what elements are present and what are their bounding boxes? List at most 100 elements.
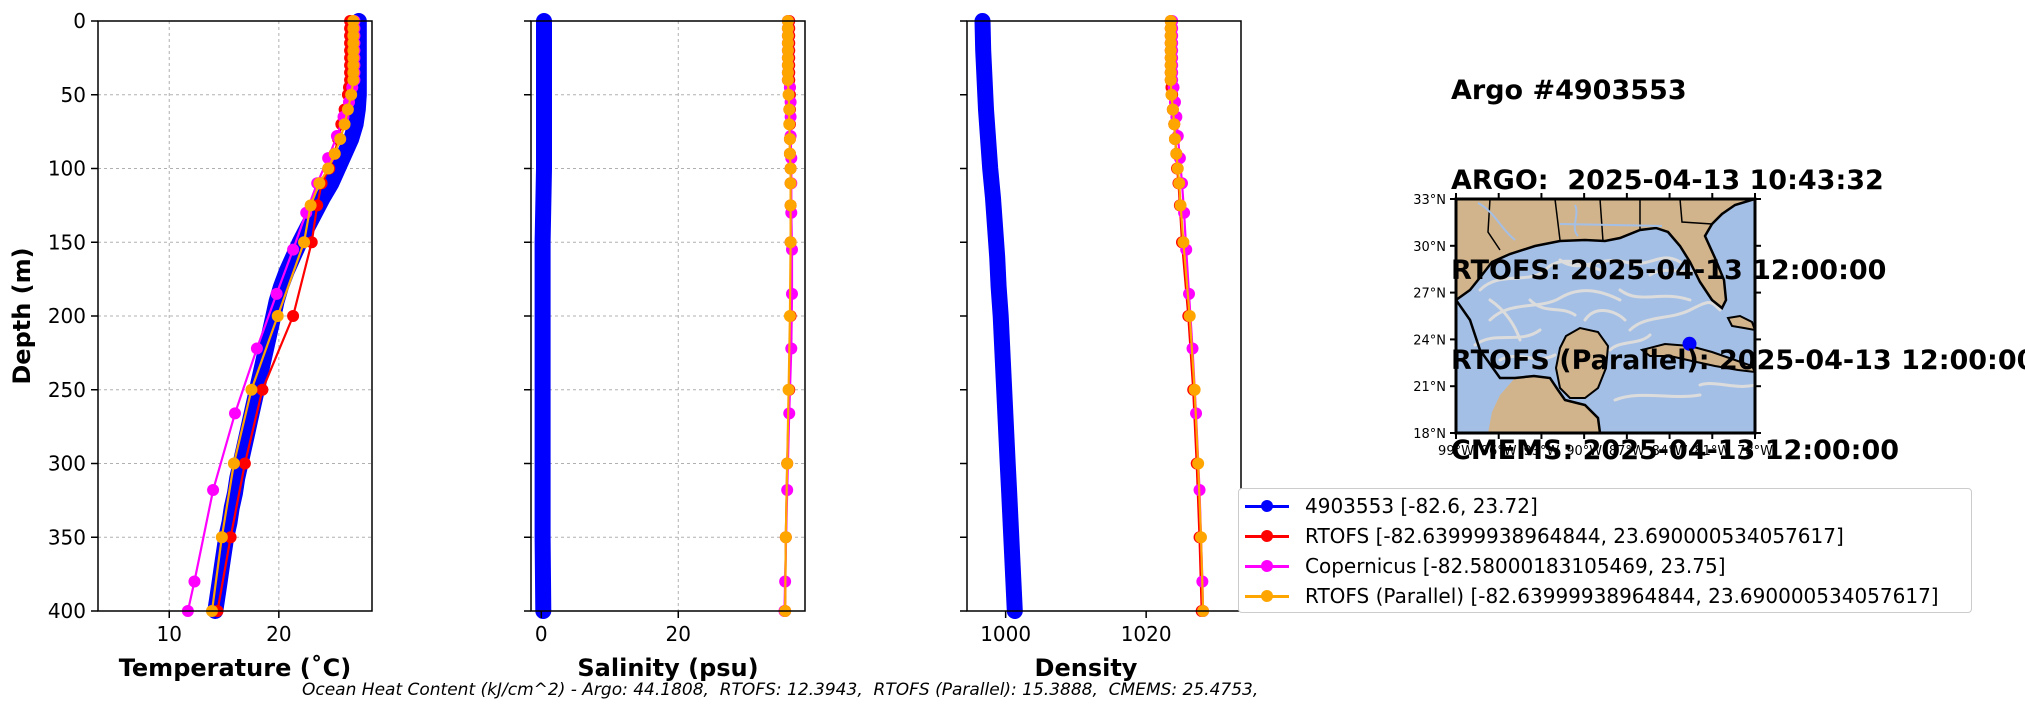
legend-label-rtofs-parallel: RTOFS (Parallel) [-82.63999938964844, 23… bbox=[1305, 584, 1939, 608]
temperature-copernicus-point-16 bbox=[287, 243, 300, 256]
temperature-series bbox=[181, 13, 367, 619]
legend-item-argo: 4903553 [-82.6, 23.72] bbox=[1239, 492, 1538, 520]
density-argo-point-3 bbox=[979, 103, 992, 116]
map-border-2 bbox=[1554, 199, 1561, 241]
temperature-copernicus-point-18 bbox=[250, 342, 263, 355]
temperature-argo-point-28 bbox=[241, 428, 254, 440]
streamline-4 bbox=[1618, 288, 1692, 302]
temperature-rtofs_parallel-point-9 bbox=[345, 88, 358, 101]
temperature-rtofs_parallel-point-12 bbox=[334, 133, 347, 145]
streamline-1 bbox=[1488, 289, 1622, 322]
density-rtofs_parallel-point-10 bbox=[1166, 103, 1179, 116]
temperature-rtofs-point-20 bbox=[256, 383, 269, 396]
salinity-copernicus-point-17 bbox=[785, 287, 798, 300]
density-rtofs_parallel-point-20 bbox=[1192, 457, 1205, 470]
temperature-rtofs_parallel-point-11 bbox=[338, 118, 351, 131]
salinity-argo-point-1 bbox=[538, 88, 551, 101]
density-ticks: 1000 1020 bbox=[960, 20, 1172, 646]
salinity-rtofs_parallel-point-18 bbox=[783, 310, 796, 322]
bahamas-islands bbox=[1726, 314, 1755, 332]
temperature-ytick-label-4: 200 bbox=[48, 304, 86, 328]
temperature-rtofs_parallel-point-15 bbox=[313, 177, 326, 190]
temperature-rtofs_parallel-point-16 bbox=[304, 199, 317, 212]
density-argo-point-7 bbox=[989, 221, 1002, 234]
temperature-argo-point-11 bbox=[325, 177, 338, 190]
salinity-argo-point-3 bbox=[536, 236, 549, 249]
depth-ylabel: Depth (m) bbox=[8, 247, 36, 384]
salinity-plot-frame bbox=[531, 21, 805, 611]
map-river-3 bbox=[1559, 223, 1663, 227]
salinity-rtofs_parallel-point-13 bbox=[783, 147, 796, 160]
density-argo-point-4 bbox=[982, 133, 995, 145]
temperature-rtofs_parallel-point-19 bbox=[245, 383, 258, 396]
temperature-rtofs-point-21 bbox=[238, 457, 251, 470]
map-streamlines bbox=[1473, 256, 1755, 402]
salinity-rtofs_parallel-point-9 bbox=[782, 88, 795, 101]
salinity-rtofs_parallel-point-19 bbox=[782, 383, 795, 396]
map-lat-label-3: 24°N bbox=[1413, 333, 1446, 348]
temperature-rtofs_parallel-point-20 bbox=[227, 457, 240, 470]
info-rtofs-time: RTOFS: 2025-04-13 12:00:00 bbox=[1451, 255, 1887, 286]
temperature-argo-point-10 bbox=[332, 162, 345, 175]
density-rtofs_parallel-point-16 bbox=[1174, 199, 1187, 212]
salinity-argo-point-5 bbox=[536, 383, 549, 396]
map-lon-label-6: 81°W bbox=[1694, 444, 1730, 459]
map-border-5 bbox=[1679, 199, 1713, 225]
map-lat-label-0: 33°N bbox=[1413, 193, 1446, 208]
temperature-copernicus-point-21 bbox=[188, 575, 201, 588]
temperature-xtick-label-1: 20 bbox=[266, 622, 291, 646]
density-argo-point-16 bbox=[1003, 487, 1016, 499]
map-lat-label-4: 21°N bbox=[1413, 380, 1446, 395]
density-argo-point-11 bbox=[996, 339, 1009, 352]
density-rtofs_parallel-point-21 bbox=[1194, 531, 1207, 544]
streamline-2 bbox=[1473, 328, 1542, 347]
yucatan-peninsula bbox=[1554, 326, 1610, 399]
temperature-argo-point-9 bbox=[338, 147, 351, 160]
salinity-xtick-label-1: 20 bbox=[666, 622, 691, 646]
info-title: Argo #4903553 bbox=[1451, 75, 1687, 106]
map-ticks: 99°W 96°W 93°W 90°W 87°W 84°W 81°W 78°W 33°N 30°N… bbox=[1413, 193, 1773, 459]
temperature-ytick-label-8: 400 bbox=[48, 599, 86, 623]
streamline-10 bbox=[1698, 382, 1755, 388]
density-rtofs_parallel-point-11 bbox=[1168, 118, 1181, 131]
density-argo-point-8 bbox=[991, 251, 1004, 263]
temperature-ytick-label-2: 100 bbox=[48, 157, 86, 181]
streamline-6 bbox=[1628, 301, 1722, 332]
map-lon-label-1: 96°W bbox=[1481, 444, 1517, 459]
salinity-argo-point-4 bbox=[536, 310, 549, 322]
streamline-12 bbox=[1488, 298, 1522, 342]
info-block: Argo #4903553 ARGO: 2025-04-13 10:43:32 … bbox=[1451, 16, 2025, 496]
legend-label-copernicus: Copernicus [-82.58000183105469, 23.75] bbox=[1305, 554, 1726, 578]
salinity-rtofs_parallel-point-15 bbox=[784, 177, 797, 190]
info-cmems-time: CMEMS: 2025-04-13 12:00:00 bbox=[1451, 435, 1900, 466]
temperature-copernicus-point-20 bbox=[207, 484, 220, 497]
legend-swatch-rtofs-parallel bbox=[1245, 582, 1295, 610]
salinity-ticks: 0 20 bbox=[524, 20, 691, 646]
salinity-argo-point-2 bbox=[538, 162, 551, 175]
inset-map: 99°W 96°W 93°W 90°W 87°W 84°W 81°W 78°W 33°N 30°N… bbox=[1413, 193, 1773, 459]
salinity-rtofs_parallel-point-11 bbox=[783, 118, 796, 131]
map-lon-label-3: 90°W bbox=[1566, 444, 1602, 459]
map-lon-label-7: 78°W bbox=[1737, 444, 1773, 459]
density-copernicus-point-17 bbox=[1183, 287, 1196, 300]
legend-item-copernicus: Copernicus [-82.58000183105469, 23.75] bbox=[1239, 552, 1726, 580]
legend-label-rtofs: RTOFS [-82.63999938964844, 23.6900005340… bbox=[1305, 524, 1844, 548]
density-argo-point-1 bbox=[977, 44, 990, 57]
salinity-xlabel: Salinity (psu) bbox=[577, 654, 758, 682]
density-argo-point-17 bbox=[1004, 516, 1017, 529]
map-mexico-coast bbox=[1456, 299, 1602, 433]
map-lon-label-2: 93°W bbox=[1523, 444, 1559, 459]
density-argo-point-10 bbox=[994, 310, 1007, 322]
salinity-xtick-label-0: 0 bbox=[535, 622, 548, 646]
info-argo-time: ARGO: 2025-04-13 10:43:32 bbox=[1451, 165, 1884, 196]
temperature-ytick-label-3: 150 bbox=[48, 230, 86, 254]
density-series bbox=[974, 13, 1210, 619]
temperature-panel: 0 50 100 150 200 250 300 350 400 10 20 Temperature… bbox=[8, 9, 373, 682]
temperature-rtofs_parallel-point-8 bbox=[347, 74, 360, 86]
salinity-argo-point-6 bbox=[536, 457, 549, 470]
density-rtofs_parallel-point-19 bbox=[1188, 383, 1201, 396]
temperature-ytick-label-5: 250 bbox=[48, 378, 86, 402]
salinity-rtofs_parallel-point-16 bbox=[784, 199, 797, 212]
density-argo-point-18 bbox=[1005, 546, 1018, 558]
legend: 4903553 [-82.6, 23.72] RTOFS [-82.639999… bbox=[1238, 488, 1972, 613]
